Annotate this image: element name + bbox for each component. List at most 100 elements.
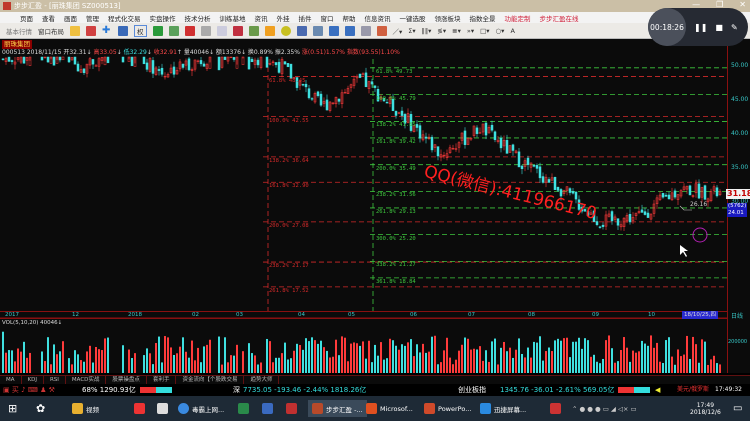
taskbar: ⊞ ✿ 视频 毒霸上网... 步步汇盈 -... Microsof... Pow… — [0, 396, 750, 421]
stats-icon[interactable] — [168, 25, 179, 36]
menu-item[interactable]: 实盘操作 — [149, 14, 176, 23]
notification-icon[interactable]: ▭ — [733, 403, 743, 414]
taskbar-item-bubuhuiying[interactable]: 步步汇盈 -... — [308, 400, 367, 417]
rights-button[interactable]: 权 — [134, 24, 147, 37]
basic-quotes-button[interactable]: 基本行情 — [6, 27, 32, 36]
indicator-tab[interactable]: 趋势大师 — [244, 376, 280, 384]
minimize-button[interactable]: — — [692, 0, 701, 9]
taskbar-item-recorder[interactable]: 迅捷屏幕... — [480, 400, 526, 417]
link-icon[interactable] — [200, 25, 211, 36]
start-button[interactable]: ⊞ — [8, 402, 18, 415]
period-button[interactable]: 日线 — [731, 313, 744, 320]
list-icon[interactable] — [184, 25, 195, 36]
indicator-icon[interactable] — [152, 25, 163, 36]
menu-item[interactable]: 管理 — [86, 14, 99, 23]
menu-item[interactable]: 领涨板块 — [434, 14, 461, 23]
volume-bar — [83, 361, 85, 373]
taskbar-item-excel[interactable] — [238, 400, 249, 417]
folder-icon[interactable] — [70, 25, 80, 36]
taskbar-item-microsoft[interactable]: Microsof... — [366, 400, 413, 417]
indicator-tab[interactable]: MACD实战 — [66, 376, 107, 384]
menu-item[interactable]: 外挂 — [276, 14, 290, 23]
volume-bar — [428, 351, 430, 373]
menu-item[interactable]: 窗口 — [320, 14, 334, 23]
candle — [631, 217, 635, 221]
grid-icon[interactable] — [296, 25, 307, 36]
volume-bar — [41, 351, 43, 373]
maximize-button[interactable]: ❐ — [716, 0, 724, 9]
fib-tool-icon[interactable]: ≣▾ — [452, 26, 461, 35]
pen-icon[interactable]: ✎ — [730, 22, 738, 32]
task-view-button[interactable]: ✿ — [36, 402, 46, 415]
volume-bar — [590, 356, 592, 373]
candle — [589, 212, 593, 215]
kline-chart[interactable]: 丽珠集团 000513 2018/11/15 开32.31↓ 高33.05↓ 低… — [0, 39, 750, 373]
alert-icon[interactable] — [232, 25, 243, 36]
indicator-tab[interactable]: RSI — [44, 376, 66, 384]
doc-icon[interactable] — [216, 25, 227, 36]
indicator-tab[interactable]: MA — [0, 376, 22, 384]
arrow-tool-icon[interactable]: »▾ — [466, 26, 475, 35]
candle — [271, 61, 275, 64]
menu-item[interactable]: 训练基地 — [219, 14, 246, 23]
candle — [103, 56, 107, 66]
menu-item[interactable]: 插件 — [298, 14, 312, 23]
menu-item[interactable]: 资讯 — [254, 14, 268, 23]
menu-item[interactable]: 程式化交易 — [108, 14, 141, 23]
settings-icon[interactable] — [280, 25, 291, 36]
taskbar-item-powerpoint[interactable]: PowerPo... — [424, 400, 471, 417]
calendar-icon[interactable] — [328, 25, 339, 36]
fib-label: 61.8% 48.45 — [269, 77, 306, 84]
indicator-tab[interactable]: KDJ — [22, 376, 44, 384]
candle — [10, 60, 14, 62]
text-tool-button[interactable]: A — [510, 26, 515, 35]
chart-canvas[interactable] — [0, 39, 750, 373]
window-layout-button[interactable]: 窗口布局 — [38, 27, 64, 36]
quote-line: 000513 2018/11/15 开32.31↓ 高33.05↓ 低32.29… — [2, 49, 400, 56]
menu-item[interactable]: 画面 — [64, 14, 77, 23]
menu-item[interactable]: 帮助 — [342, 14, 356, 23]
taskbar-item-browser[interactable]: 毒霸上网... — [178, 400, 224, 417]
taskbar-item-calculator[interactable] — [157, 400, 168, 417]
money-icon[interactable] — [248, 25, 259, 36]
menu-item[interactable]: 信息资讯 — [364, 14, 391, 23]
window-icon[interactable] — [118, 25, 128, 36]
sum-tool-icon[interactable]: Σ▾ — [408, 26, 416, 35]
close-button[interactable]: ✕ — [739, 0, 746, 9]
volume-bar — [443, 350, 445, 373]
line-tool-icon[interactable]: ／▾ — [392, 27, 403, 36]
panel-icon[interactable] — [344, 25, 355, 36]
menu-item-highlight[interactable]: 功能定制 — [504, 14, 531, 23]
speaker-icon[interactable]: ◀ — [655, 386, 661, 394]
indicator-tab[interactable]: 资金流向【个股跌交易 — [176, 376, 245, 384]
fan-tool-icon[interactable]: ≶▾ — [437, 26, 447, 35]
taskbar-item-video[interactable]: 视频 — [72, 400, 99, 417]
candle — [193, 59, 197, 70]
taskbar-item-word[interactable] — [262, 400, 273, 417]
indicator-tab[interactable]: 股票操盘点 — [106, 376, 147, 384]
table-icon[interactable] — [312, 25, 323, 36]
crosshair-icon[interactable]: ✚ — [102, 24, 111, 36]
menu-item-highlight[interactable]: 步步汇盈在线 — [539, 14, 579, 23]
volume-bar — [155, 343, 157, 373]
ellipse-tool-icon[interactable]: ○▾ — [495, 26, 505, 35]
candle — [556, 187, 560, 191]
pause-icon[interactable]: ❚❚ — [694, 22, 708, 32]
menu-item[interactable]: 指数全景 — [469, 14, 496, 23]
menu-item[interactable]: 查看 — [42, 14, 55, 23]
rect-tool-icon[interactable]: □▾ — [480, 26, 490, 35]
taskbar-item-qq[interactable] — [134, 400, 145, 417]
taskbar-item-app[interactable] — [286, 400, 297, 417]
screen-icon[interactable] — [360, 25, 371, 36]
indicator-tab[interactable]: 套利手 — [147, 376, 177, 384]
bars-tool-icon[interactable]: ‖‖▾ — [421, 26, 432, 35]
menu-item[interactable]: 技术分析 — [184, 14, 211, 23]
menu-item[interactable]: 一键选股 — [399, 14, 426, 23]
menu-item[interactable]: 页面 — [20, 14, 33, 23]
warning-icon[interactable] — [264, 25, 275, 36]
taskbar-item-red[interactable] — [550, 400, 561, 417]
draw-icon[interactable] — [376, 25, 387, 36]
chart-icon[interactable] — [86, 25, 96, 36]
system-tray[interactable]: ⌃ ● ● ● ▭ ◢ ◁× ▭ — [572, 404, 637, 413]
stop-icon[interactable]: ■ — [715, 22, 723, 32]
